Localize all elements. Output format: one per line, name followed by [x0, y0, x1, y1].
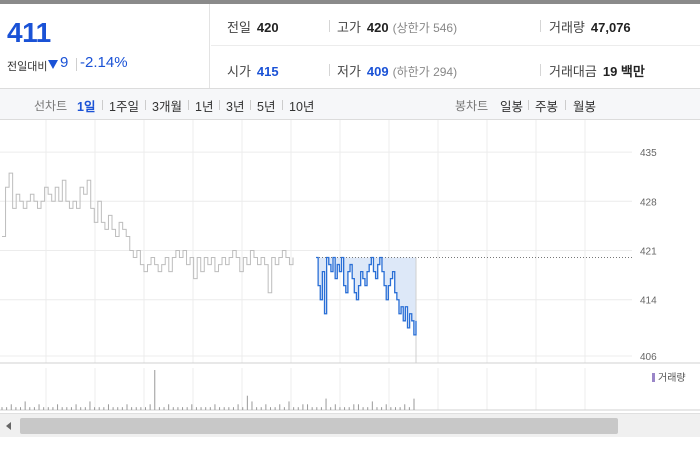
series-today-line	[316, 256, 417, 336]
series-prev-line	[2, 172, 294, 294]
volume-legend-label: 거래량	[658, 372, 686, 384]
tab-daily-candle[interactable]: 일봉	[500, 100, 524, 114]
change-percent: -2.14%	[80, 54, 128, 71]
tab-5year[interactable]: 5년	[257, 100, 276, 114]
lower-limit-text: (하한가 294)	[392, 65, 458, 79]
quote-volume: 거래량 47,076	[549, 17, 631, 36]
volume-value: 47,076	[590, 20, 631, 35]
chart-area-layer	[316, 257, 632, 363]
y-tick-label: 435	[640, 148, 657, 159]
candle-chart-title: 봉차트	[455, 99, 489, 113]
tab-1week[interactable]: 1주일	[109, 100, 139, 114]
tab-1year[interactable]: 1년	[195, 100, 214, 114]
y-tick-label: 421	[640, 247, 657, 258]
chart-scrollbar[interactable]	[0, 413, 700, 437]
volume-legend-swatch	[652, 373, 655, 382]
y-tick-label: 414	[640, 296, 657, 307]
change-value: 9	[60, 54, 69, 71]
quote-divider	[329, 64, 330, 76]
chart-line-layer	[2, 172, 417, 336]
tab-monthly-candle[interactable]: 월봉	[573, 100, 597, 114]
tab-divider	[188, 100, 189, 110]
bottom-spacer	[0, 437, 700, 450]
low-value: 409	[366, 64, 389, 79]
top-divider-line	[0, 0, 700, 4]
chart-grid	[0, 120, 700, 411]
tab-divider	[145, 100, 146, 110]
chart-period-tabbar: 선차트 1일 1주일 3개월 1년 3년 5년 10년 봉차트 일봉 주봉 월봉	[0, 88, 700, 120]
quote-divider	[540, 64, 541, 76]
tab-divider	[282, 100, 283, 110]
change-label: 전일대비	[7, 61, 48, 73]
open-value: 415	[256, 64, 279, 79]
upper-limit-text: (상한가 546)	[392, 21, 458, 35]
tab-3month[interactable]: 3개월	[152, 100, 182, 114]
tab-divider	[528, 100, 529, 110]
tab-divider	[565, 100, 566, 110]
quote-row-top	[211, 4, 700, 46]
prev-close-value: 420	[256, 20, 279, 35]
price-panel: 411 전일대비 9 -2.14%	[0, 4, 210, 88]
intraday-price-chart: 435 428 421 414 406 거래량	[0, 120, 700, 411]
tab-divider	[250, 100, 251, 110]
high-label: 고가	[337, 20, 361, 35]
change-divider	[76, 58, 77, 71]
volume-chart: 거래량	[1, 370, 686, 410]
series-today-area	[316, 257, 416, 335]
high-value: 420	[366, 20, 389, 35]
quote-prev-close: 전일 420	[227, 17, 279, 36]
quote-grid: 전일 420 고가 420 (상한가 546) 거래량 47,076 시가 415 저가 4…	[211, 4, 700, 88]
current-price: 411	[7, 17, 51, 48]
tab-3year[interactable]: 3년	[226, 100, 245, 114]
low-label: 저가	[337, 64, 361, 79]
trade-amount-value: 19 백만	[602, 64, 645, 79]
quote-trade-amount: 거래대금 19 백만	[549, 61, 645, 80]
trade-amount-label: 거래대금	[549, 64, 597, 79]
y-tick-label: 428	[640, 197, 657, 208]
prev-close-label: 전일	[227, 20, 251, 35]
quote-open: 시가 415	[227, 61, 279, 80]
open-label: 시가	[227, 64, 251, 79]
line-chart-title: 선차트	[34, 99, 68, 113]
quote-divider	[540, 20, 541, 32]
quote-divider	[329, 20, 330, 32]
tab-divider	[219, 100, 220, 110]
volume-label: 거래량	[549, 20, 585, 35]
chart-y-ticks: 435 428 421 414 406	[640, 148, 657, 363]
y-tick-label: 406	[640, 352, 657, 363]
scroll-left-arrow-icon[interactable]	[3, 420, 15, 432]
quote-low: 저가 409 (하한가 294)	[337, 61, 457, 80]
scroll-thumb[interactable]	[20, 418, 618, 434]
tab-10year[interactable]: 10년	[289, 100, 315, 114]
tab-1day[interactable]: 1일	[77, 100, 96, 114]
quote-high: 고가 420 (상한가 546)	[337, 17, 457, 36]
tab-weekly-candle[interactable]: 주봉	[535, 100, 559, 114]
tab-divider	[102, 100, 103, 110]
down-triangle-icon	[48, 60, 58, 69]
